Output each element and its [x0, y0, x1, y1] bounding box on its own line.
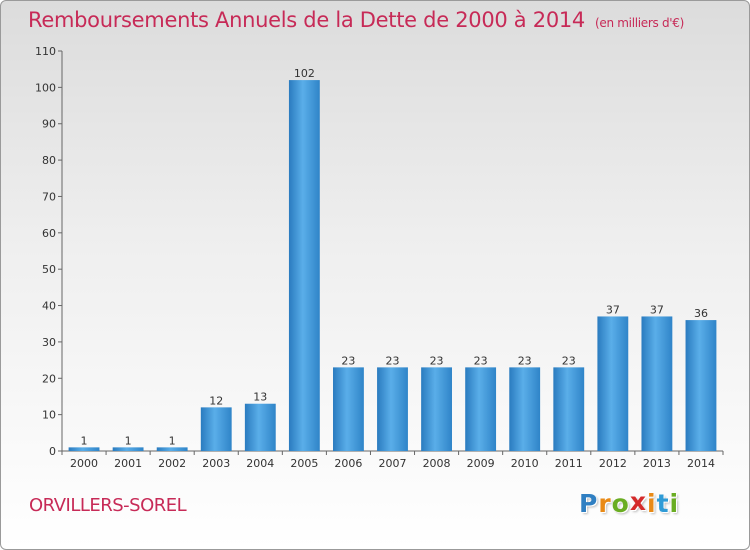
value-label-2002: 1 [169, 434, 176, 447]
x-tick-label-2009: 2009 [467, 457, 495, 470]
chart-labels: 2000 1 2001 1 2002 1 2003 12 2004 13 2005 102 2006 23… [70, 67, 715, 470]
x-tick-label-2008: 2008 [423, 457, 451, 470]
bar-2013 [641, 316, 673, 451]
y-tick-label: 30 [42, 336, 56, 349]
chart-title-row: Remboursements Annuels de la Dette de 20… [28, 8, 684, 32]
logo-letter: P [579, 489, 599, 518]
y-tick-label: 60 [42, 227, 56, 240]
value-label-2011: 23 [562, 354, 576, 367]
value-label-2007: 23 [386, 354, 400, 367]
y-tick-label: 0 [49, 445, 56, 458]
x-tick-label-2005: 2005 [290, 457, 318, 470]
value-label-2003: 12 [209, 394, 223, 407]
value-label-2000: 1 [81, 434, 88, 447]
x-tick-label-2013: 2013 [643, 457, 671, 470]
value-label-2010: 23 [518, 354, 532, 367]
logo-letter: i [647, 489, 657, 518]
chart-title: Remboursements Annuels de la Dette de 20… [28, 8, 585, 32]
x-tick-label-2010: 2010 [511, 457, 539, 470]
proxiti-logo: Proxiti [579, 487, 680, 518]
x-tick-label-2004: 2004 [246, 457, 274, 470]
y-tick-label: 100 [35, 81, 56, 94]
value-label-2012: 37 [606, 303, 620, 316]
value-label-2006: 23 [341, 354, 355, 367]
y-tick-label: 70 [42, 190, 56, 203]
chart-bars [68, 80, 717, 451]
commune-name: ORVILLERS-SOREL [29, 495, 187, 516]
value-label-2008: 23 [430, 354, 444, 367]
x-tick-label-2012: 2012 [599, 457, 627, 470]
x-tick-label-2003: 2003 [202, 457, 230, 470]
x-tick-label-2000: 2000 [70, 457, 98, 470]
value-label-2001: 1 [125, 434, 132, 447]
logo-letter: r [598, 489, 612, 518]
x-tick-label-2007: 2007 [379, 457, 407, 470]
bar-2002 [156, 447, 188, 451]
x-tick-label-2006: 2006 [334, 457, 362, 470]
bar-2009 [465, 367, 497, 451]
bar-2000 [68, 447, 100, 451]
value-label-2009: 23 [474, 354, 488, 367]
y-tick-label: 80 [42, 154, 56, 167]
value-label-2004: 13 [253, 391, 267, 404]
chart-unit: (en milliers d'€) [595, 16, 685, 30]
bar-2014 [685, 320, 717, 451]
bar-2010 [509, 367, 541, 451]
logo-letter: o [611, 489, 630, 518]
bar-2006 [333, 367, 364, 451]
bar-2005 [288, 80, 320, 451]
value-label-2013: 37 [650, 303, 664, 316]
x-tick-label-2001: 2001 [114, 457, 142, 470]
bar-2007 [377, 367, 408, 451]
bar-2008 [421, 367, 452, 451]
logo-letter: x [629, 487, 647, 516]
bar-2001 [112, 447, 144, 451]
value-label-2014: 36 [694, 307, 708, 320]
y-tick-label: 90 [42, 118, 56, 131]
logo-letter: i [669, 489, 680, 518]
y-tick-label: 50 [42, 263, 56, 276]
logo-letter: t [656, 489, 670, 518]
y-tick-label: 110 [35, 45, 56, 58]
value-label-2005: 102 [294, 67, 315, 80]
y-tick-label: 10 [42, 409, 56, 422]
y-tick-label: 20 [42, 372, 56, 385]
bar-2011 [553, 367, 585, 451]
x-tick-label-2014: 2014 [687, 457, 715, 470]
bar-2004 [244, 403, 276, 451]
x-tick-label-2002: 2002 [158, 457, 186, 470]
bar-2003 [200, 407, 232, 451]
x-tick-label-2011: 2011 [555, 457, 583, 470]
y-tick-label: 40 [42, 300, 56, 313]
bar-2012 [597, 316, 629, 451]
